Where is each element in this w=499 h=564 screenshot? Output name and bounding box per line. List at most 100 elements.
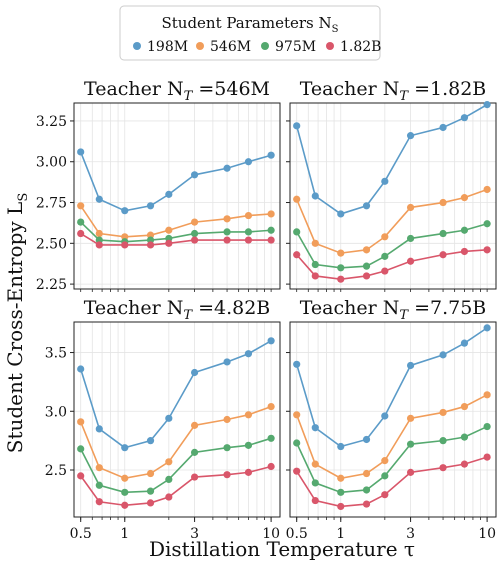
data-point-198M [439, 351, 447, 359]
data-point-198M [165, 414, 173, 422]
data-point-1.82B [190, 473, 199, 481]
data-point-975M [406, 440, 415, 448]
data-point-1.82B [362, 272, 371, 280]
data-point-198M [460, 339, 469, 347]
panel-frame [289, 102, 497, 290]
data-point-1.82B [293, 467, 301, 475]
data-point-975M [293, 228, 301, 236]
data-point-546M [311, 239, 319, 247]
legend-marker [326, 42, 334, 50]
data-point-1.82B [121, 241, 129, 249]
y-tick-label: 2.25 [36, 277, 67, 293]
data-point-975M [121, 488, 129, 496]
series-line-198M [295, 327, 488, 448]
data-point-546M [165, 226, 173, 234]
data-point-975M [311, 479, 319, 487]
data-point-198M [146, 202, 155, 210]
series-line-198M [79, 340, 272, 449]
data-point-1.82B [337, 502, 345, 511]
data-point-975M [362, 486, 371, 494]
panel-title: Teacher NT =546M [84, 78, 270, 104]
data-point-1.82B [406, 468, 415, 476]
data-point-198M [95, 425, 103, 433]
panel-frame [73, 102, 281, 290]
data-point-546M [293, 411, 301, 419]
panel-title: Teacher NT =1.82B [300, 78, 487, 104]
legend-entries: 198M 546M 975M 1.82B [133, 39, 381, 55]
legend: Student Parameters NS 198M 546M 975M 1.82B [119, 5, 381, 61]
data-point-198M [460, 114, 469, 122]
legend-title: Student Parameters NS [161, 14, 338, 35]
data-point-198M [223, 358, 231, 366]
data-point-546M [337, 249, 345, 257]
data-point-546M [95, 464, 103, 472]
data-point-1.82B [311, 272, 319, 280]
data-point-198M [190, 171, 199, 179]
y-tick-label: 2.75 [36, 196, 67, 212]
y-tick-label: 2.5 [45, 463, 67, 479]
data-point-198M [244, 350, 253, 358]
y-tick-label: 3.0 [45, 404, 67, 420]
data-point-1.82B [362, 500, 371, 508]
x-tick-label: 10 [262, 526, 280, 542]
data-point-546M [77, 202, 85, 210]
data-point-546M [190, 421, 199, 429]
data-point-975M [267, 226, 275, 234]
series-line-198M [79, 151, 272, 212]
data-point-1.82B [165, 493, 173, 501]
x-tick-label: 10 [478, 526, 496, 542]
series-line-1.82B [296, 456, 488, 508]
data-point-975M [483, 220, 491, 228]
data-point-1.82B [439, 251, 447, 259]
panel-teacher-7-75b: 0.5 1 3 10 Teacher NT =7.75B [286, 297, 497, 542]
x-axis-label: Distillation Temperature τ [149, 537, 415, 561]
data-point-198M [362, 435, 371, 444]
data-point-1.82B [223, 471, 231, 479]
data-point-198M [311, 192, 319, 200]
data-point-1.82B [311, 496, 319, 505]
data-point-975M [190, 448, 199, 456]
data-point-546M [244, 411, 253, 419]
data-point-975M [311, 260, 319, 269]
data-point-975M [223, 444, 231, 452]
data-point-1.82B [460, 460, 469, 468]
data-point-546M [381, 233, 389, 241]
legend-label: 975M [275, 39, 316, 55]
data-point-546M [293, 195, 301, 203]
data-point-198M [483, 324, 491, 332]
panel-title: Teacher NT =7.75B [300, 297, 487, 323]
data-point-198M [165, 190, 173, 198]
data-point-1.82B [190, 236, 199, 244]
data-point-198M [293, 360, 301, 368]
legend-frame [119, 5, 381, 61]
data-point-975M [381, 472, 389, 480]
series-line-975M [80, 221, 272, 243]
data-point-975M [165, 475, 173, 484]
data-point-198M [77, 365, 85, 373]
y-tick-label: 2.50 [36, 236, 67, 252]
data-point-1.82B [381, 267, 389, 275]
series-line-975M [295, 425, 488, 494]
data-point-546M [406, 203, 415, 212]
data-point-1.82B [165, 239, 173, 247]
data-point-1.82B [439, 464, 447, 472]
data-point-546M [362, 246, 371, 254]
series-line-1.82B [296, 249, 488, 281]
data-point-198M [95, 195, 103, 203]
y-tick-label: 3.00 [36, 155, 67, 171]
data-point-546M [381, 457, 389, 465]
data-point-1.82B [121, 501, 129, 509]
data-point-975M [293, 439, 301, 447]
data-point-198M [337, 210, 345, 218]
panel-frame [73, 321, 281, 518]
data-point-546M [267, 402, 275, 411]
data-point-198M [121, 444, 129, 452]
data-point-546M [439, 198, 447, 207]
x-tick-label: 3 [190, 526, 199, 542]
y-tick-label: 3.5 [45, 346, 67, 362]
legend-label: 1.82B [340, 39, 381, 55]
data-point-546M [77, 418, 85, 426]
data-point-546M [439, 408, 447, 417]
data-point-546M [223, 215, 231, 223]
data-point-975M [406, 234, 415, 243]
